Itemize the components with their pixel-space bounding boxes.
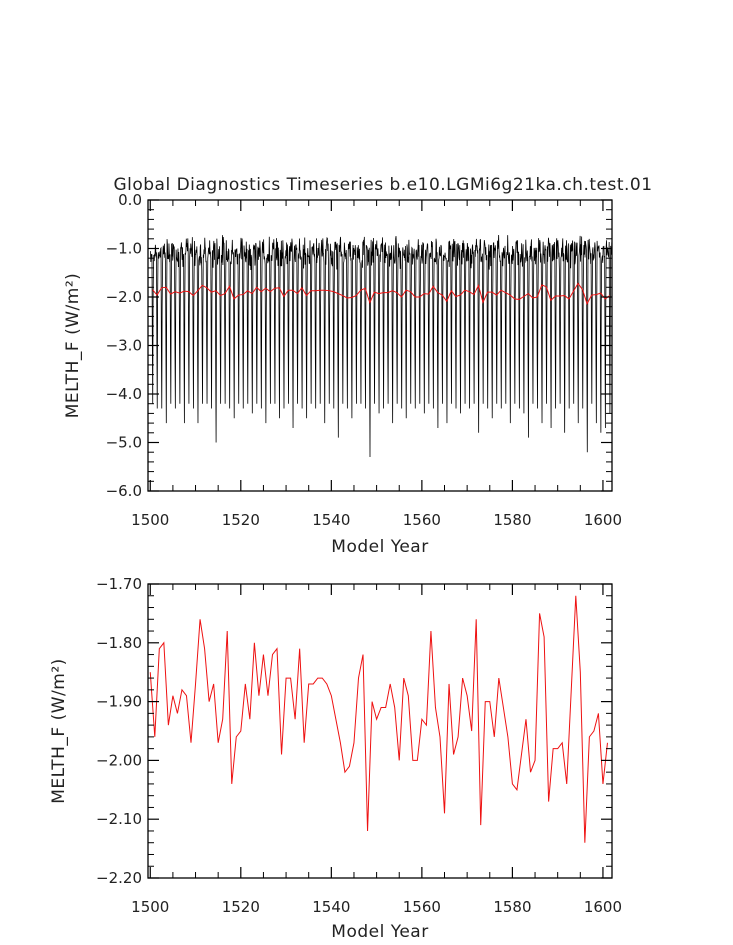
y-tick-label: −4.0: [106, 385, 142, 403]
x-tick-label: 1540: [312, 898, 350, 916]
y-tick-label: −3.0: [106, 337, 142, 355]
y-tick-label: −6.0: [106, 482, 142, 500]
x-tick-label: 1600: [584, 898, 622, 916]
y-axis-label: MELTH_F (W/m²): [63, 273, 83, 419]
x-tick-label: 1560: [403, 898, 441, 916]
y-tick-label: −1.0: [106, 240, 142, 258]
y-tick-label: −1.80: [96, 634, 142, 652]
x-tick-label: 1600: [584, 511, 622, 529]
y-axis-label: MELTH_F (W/m²): [49, 658, 69, 804]
x-tick-label: 1500: [131, 511, 169, 529]
y-tick-label: −2.00: [96, 751, 142, 769]
x-tick-label: 1580: [493, 511, 531, 529]
x-tick-label: 1540: [312, 511, 350, 529]
y-tick-label: −5.0: [106, 434, 142, 452]
annual-mean-series-line: [149, 595, 608, 843]
annual-mean-series-line: [152, 282, 611, 306]
y-tick-label: −1.70: [96, 575, 142, 593]
y-tick-label: 0.0: [118, 191, 142, 209]
x-tick-label: 1520: [222, 511, 260, 529]
top-panel: 1500 1520 1540 1560 1580 1600 0.0 −1.0 −2.0 −3.0 −…: [63, 191, 622, 557]
monthly-series-line: [150, 234, 612, 458]
x-axis-label: Model Year: [331, 537, 428, 557]
plot-frame: [147, 583, 613, 879]
bottom-panel: 1500 1520 1540 1560 1580 1600 −1.70 −1.80 −1.90 −…: [49, 575, 622, 942]
plot-area: [149, 595, 608, 843]
x-tick-label: 1520: [222, 898, 260, 916]
y-tick-label: −1.90: [96, 693, 142, 711]
y-tick-label: −2.20: [96, 869, 142, 887]
plot-area: [150, 234, 612, 458]
x-tick-label: 1500: [131, 898, 169, 916]
y-tick-label: −2.0: [106, 288, 142, 306]
x-tick-label: 1560: [403, 511, 441, 529]
chart-title: Global Diagnostics Timeseries b.e10.LGMi…: [113, 175, 652, 195]
x-axis-label: Model Year: [331, 922, 428, 942]
x-tick-label: 1580: [493, 898, 531, 916]
y-tick-label: −2.10: [96, 810, 142, 828]
